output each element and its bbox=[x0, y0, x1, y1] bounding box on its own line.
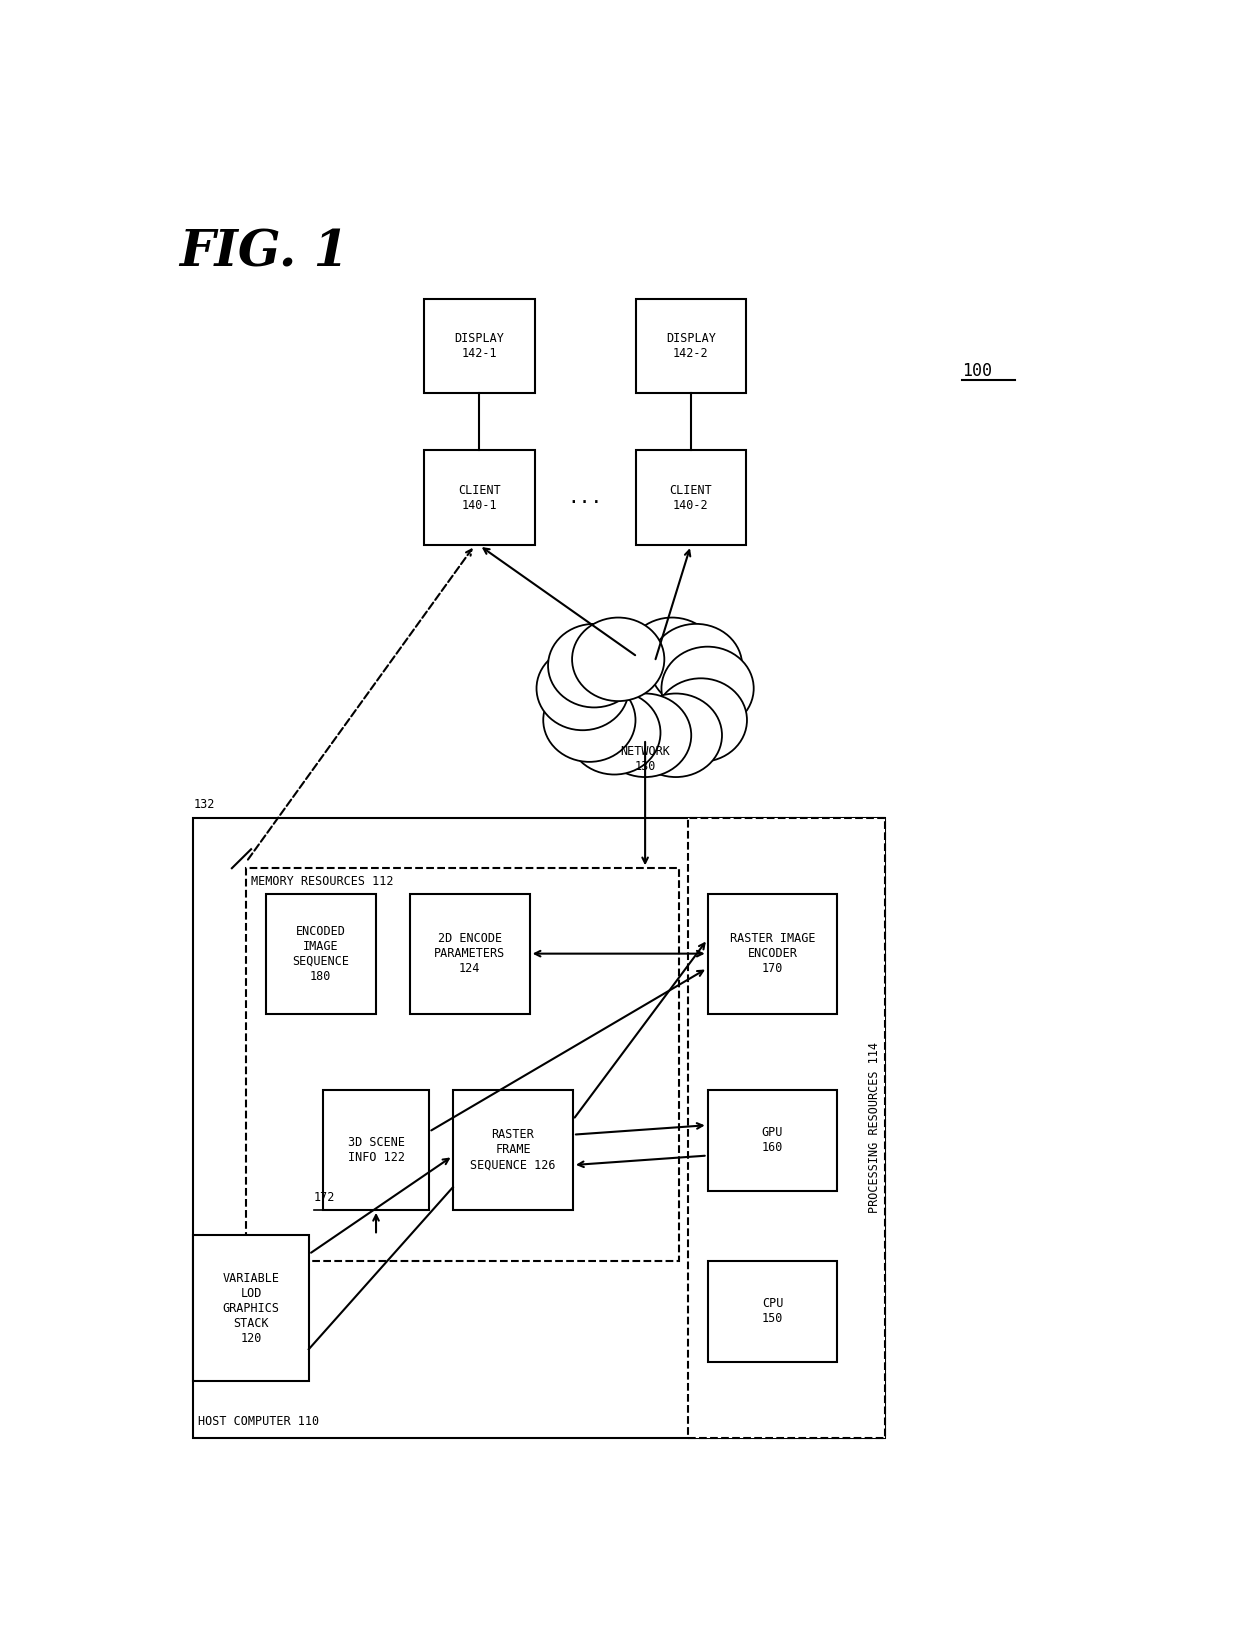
Bar bbox=[708, 1090, 837, 1190]
Ellipse shape bbox=[630, 694, 722, 778]
Ellipse shape bbox=[568, 690, 661, 774]
Text: FIG. 1: FIG. 1 bbox=[179, 229, 348, 278]
Text: 172: 172 bbox=[314, 1190, 335, 1203]
Bar bbox=[193, 1235, 309, 1381]
Text: 3D SCENE
INFO 122: 3D SCENE INFO 122 bbox=[347, 1136, 404, 1164]
Text: CLIENT
140-2: CLIENT 140-2 bbox=[670, 483, 712, 511]
Text: HOST COMPUTER 110: HOST COMPUTER 110 bbox=[198, 1415, 320, 1427]
Text: CLIENT
140-1: CLIENT 140-1 bbox=[458, 483, 501, 511]
Ellipse shape bbox=[537, 646, 629, 730]
Text: RASTER
FRAME
SEQUENCE 126: RASTER FRAME SEQUENCE 126 bbox=[470, 1128, 556, 1172]
Text: 100: 100 bbox=[962, 362, 992, 380]
Ellipse shape bbox=[543, 679, 636, 761]
Bar bbox=[324, 1090, 429, 1210]
Bar bbox=[409, 894, 529, 1014]
Text: GPU
160: GPU 160 bbox=[761, 1126, 784, 1154]
Text: MEMORY RESOURCES 112: MEMORY RESOURCES 112 bbox=[250, 875, 393, 888]
Bar bbox=[688, 817, 885, 1438]
Text: PROCESSING RESOURCES 114: PROCESSING RESOURCES 114 bbox=[868, 1042, 880, 1213]
Bar bbox=[635, 299, 746, 393]
Text: CPU
150: CPU 150 bbox=[761, 1297, 784, 1325]
Bar bbox=[424, 450, 534, 546]
Bar bbox=[265, 894, 376, 1014]
Ellipse shape bbox=[599, 694, 691, 778]
Text: DISPLAY
142-2: DISPLAY 142-2 bbox=[666, 332, 715, 360]
Bar bbox=[247, 868, 678, 1261]
Bar bbox=[708, 894, 837, 1014]
Text: DISPLAY
142-1: DISPLAY 142-1 bbox=[454, 332, 505, 360]
Ellipse shape bbox=[572, 618, 665, 700]
Ellipse shape bbox=[626, 618, 718, 700]
Bar bbox=[193, 817, 885, 1438]
Text: RASTER IMAGE
ENCODER
170: RASTER IMAGE ENCODER 170 bbox=[729, 932, 815, 975]
Ellipse shape bbox=[650, 623, 743, 707]
Text: NETWORK
130: NETWORK 130 bbox=[620, 745, 670, 773]
Ellipse shape bbox=[655, 679, 746, 761]
Ellipse shape bbox=[661, 646, 754, 730]
Bar bbox=[635, 450, 746, 546]
Text: ...: ... bbox=[568, 488, 603, 508]
Text: ENCODED
IMAGE
SEQUENCE
180: ENCODED IMAGE SEQUENCE 180 bbox=[293, 924, 350, 983]
Text: 132: 132 bbox=[193, 799, 215, 812]
Ellipse shape bbox=[548, 623, 640, 707]
Ellipse shape bbox=[599, 633, 691, 717]
Bar bbox=[708, 1261, 837, 1361]
Text: 2D ENCODE
PARAMETERS
124: 2D ENCODE PARAMETERS 124 bbox=[434, 932, 506, 975]
Text: VARIABLE
LOD
GRAPHICS
STACK
120: VARIABLE LOD GRAPHICS STACK 120 bbox=[223, 1271, 279, 1345]
Bar bbox=[453, 1090, 573, 1210]
Bar bbox=[424, 299, 534, 393]
